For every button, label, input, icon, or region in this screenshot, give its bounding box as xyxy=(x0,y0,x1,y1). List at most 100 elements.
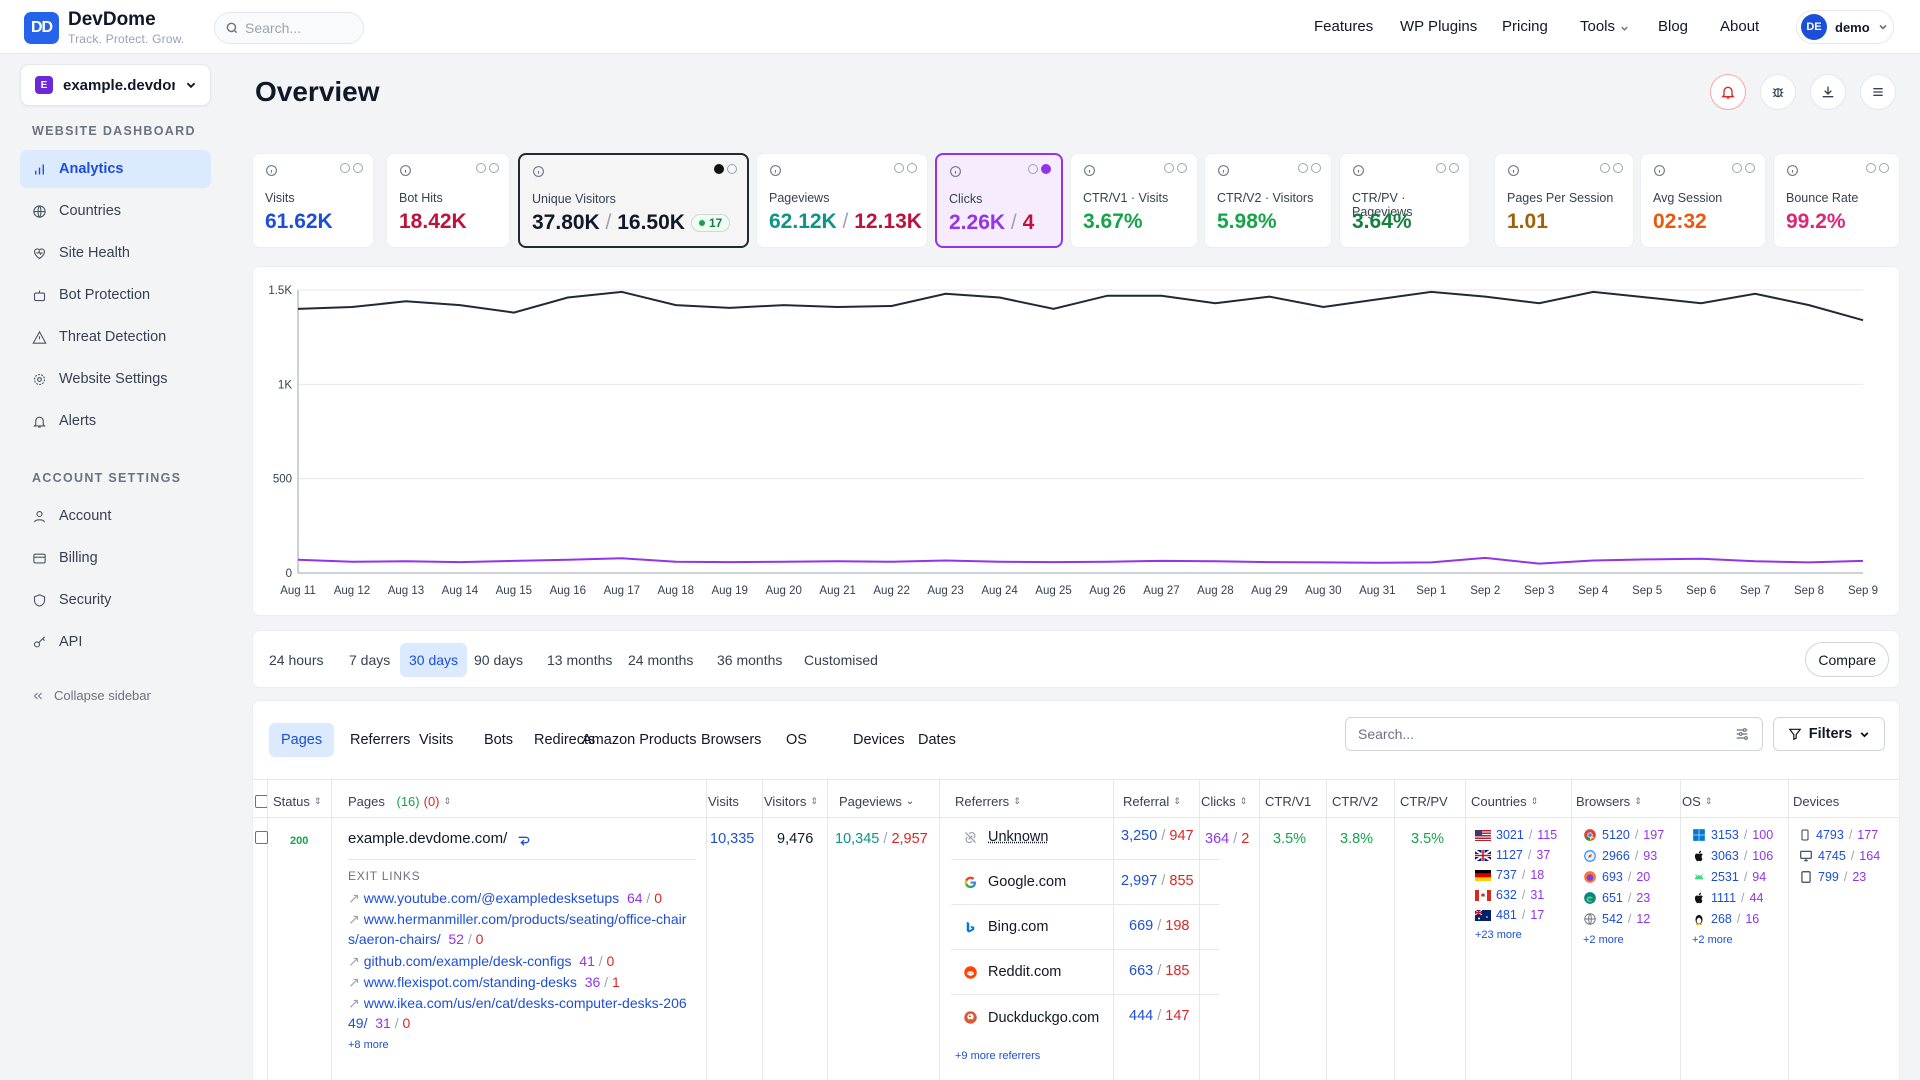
column-header-visits[interactable]: Visits xyxy=(702,783,739,819)
referrers-more[interactable]: +9 more referrers xyxy=(955,1050,1041,1062)
info-icon[interactable] xyxy=(1786,164,1799,177)
tab-os[interactable]: OS xyxy=(786,732,807,748)
global-search-input[interactable] xyxy=(245,20,355,36)
tab-dates[interactable]: Dates xyxy=(918,732,956,748)
countries-row[interactable]: 3021/115 xyxy=(1475,828,1557,842)
tab-visits[interactable]: Visits xyxy=(419,732,454,748)
column-header-ctr-v1[interactable]: CTR/V1 xyxy=(1259,783,1311,819)
column-header-visitors[interactable]: Visitors ⇕ xyxy=(758,783,818,819)
exit-link[interactable]: ↗ www.youtube.com/@exampledesksetups 64 /… xyxy=(348,890,663,906)
info-icon[interactable] xyxy=(949,165,962,178)
referrer-name[interactable]: Google.com xyxy=(988,874,1067,890)
referrer-row[interactable]: Google.com xyxy=(951,860,1219,905)
primary-series-toggle[interactable] xyxy=(1732,163,1742,173)
referrer-name[interactable]: Bing.com xyxy=(988,919,1049,935)
sidebar-item-billing[interactable]: Billing xyxy=(20,539,211,577)
series-toggles[interactable] xyxy=(1732,163,1755,173)
series-toggles[interactable] xyxy=(1164,163,1187,173)
nav-tools[interactable]: Tools xyxy=(1580,18,1616,35)
metric-card-ctr-v2-visitors[interactable]: CTR/V2 · Visitors 5.98% xyxy=(1204,153,1332,248)
secondary-series-toggle[interactable] xyxy=(1311,163,1321,173)
redirect-icon[interactable] xyxy=(516,832,532,848)
column-header-clicks[interactable]: Clicks ⇕ xyxy=(1195,783,1247,819)
tab-devices[interactable]: Devices xyxy=(853,732,905,748)
series-toggles[interactable] xyxy=(1600,163,1623,173)
exit-link-url[interactable]: www.hermanmiller.com/products/seating/of… xyxy=(348,911,687,947)
series-toggles[interactable] xyxy=(1436,163,1459,173)
series-toggles[interactable] xyxy=(894,163,917,173)
column-header-referral[interactable]: Referral ⇕ xyxy=(1117,783,1181,819)
sidebar-item-bot-protection[interactable]: Bot Protection xyxy=(20,276,211,314)
series-toggles[interactable] xyxy=(1298,163,1321,173)
collapse-sidebar-button[interactable]: Collapse sidebar xyxy=(32,688,151,703)
metric-card-pageviews[interactable]: Pageviews 62.12K / 12.13K xyxy=(756,153,928,248)
sidebar-item-site-health[interactable]: Site Health xyxy=(20,234,211,272)
info-icon[interactable] xyxy=(399,164,412,177)
exit-link[interactable]: ↗ www.ikea.com/us/en/cat/desks-computer-d… xyxy=(348,995,687,1031)
row-checkbox[interactable] xyxy=(255,831,268,844)
metric-card-avg-session[interactable]: Avg Session 02:32 xyxy=(1640,153,1766,248)
tab-referrers[interactable]: Referrers xyxy=(350,732,411,748)
info-icon[interactable] xyxy=(532,165,545,178)
primary-series-toggle[interactable] xyxy=(1866,163,1876,173)
column-header-status[interactable]: Status ⇕ xyxy=(267,783,321,819)
column-header-browsers[interactable]: Browsers ⇕ xyxy=(1570,783,1642,819)
browsers-more[interactable]: +2 more xyxy=(1583,934,1624,946)
metric-card-bounce-rate[interactable]: Bounce Rate 99.2% xyxy=(1773,153,1900,248)
browsers-row[interactable]: 693/20 xyxy=(1583,870,1650,884)
os-row[interactable]: 268/16 xyxy=(1692,912,1759,926)
referrer-row[interactable]: Reddit.com xyxy=(951,950,1219,995)
series-toggles[interactable] xyxy=(340,163,363,173)
exit-links-more[interactable]: +8 more xyxy=(348,1039,389,1051)
metric-card-visits[interactable]: Visits 61.62K xyxy=(252,153,374,248)
metric-card-clicks[interactable]: Clicks 2.26K / 4 xyxy=(935,153,1063,248)
tab-redirects[interactable]: Redirects xyxy=(534,732,596,748)
site-selector[interactable]: E example.devdome.com xyxy=(20,64,211,106)
exit-link-url[interactable]: www.flexispot.com/standing-desks xyxy=(363,974,577,990)
info-icon[interactable] xyxy=(1083,164,1096,177)
exit-link[interactable]: ↗ www.flexispot.com/standing-desks 36 / 1 xyxy=(348,974,620,990)
referrer-name[interactable]: Unknown xyxy=(988,829,1049,845)
os-row[interactable]: 3063/106 xyxy=(1692,849,1773,863)
secondary-series-toggle[interactable] xyxy=(1177,163,1187,173)
nav-features[interactable]: Features xyxy=(1314,18,1374,35)
info-icon[interactable] xyxy=(1653,164,1666,177)
series-toggles[interactable] xyxy=(476,163,499,173)
range-option-90-days[interactable]: 90 days xyxy=(474,652,524,668)
countries-row[interactable]: 737/18 xyxy=(1475,868,1544,882)
range-option-30-days[interactable]: 30 days xyxy=(400,643,468,677)
nav-blog[interactable]: Blog xyxy=(1658,18,1689,35)
sidebar-item-account[interactable]: Account xyxy=(20,497,211,535)
tab-pages[interactable]: Pages xyxy=(269,723,335,757)
exit-link-url[interactable]: www.youtube.com/@exampledesksetups xyxy=(363,890,620,906)
column-header-devices[interactable]: Devices xyxy=(1787,783,1839,819)
referrer-name[interactable]: Duckduckgo.com xyxy=(988,1009,1100,1026)
menu-button[interactable] xyxy=(1860,74,1896,110)
devices-row[interactable]: 799/23 xyxy=(1799,870,1866,884)
range-option-13-months[interactable]: 13 months xyxy=(547,652,613,668)
countries-row[interactable]: 1127/37 xyxy=(1475,848,1550,862)
secondary-series-toggle[interactable] xyxy=(727,164,737,174)
info-icon[interactable] xyxy=(769,164,782,177)
primary-series-toggle[interactable] xyxy=(1600,163,1610,173)
referrer-row[interactable]: Bing.com xyxy=(951,905,1219,950)
info-icon[interactable] xyxy=(1352,164,1365,177)
browsers-row[interactable]: 5120/197 xyxy=(1583,828,1664,842)
secondary-series-toggle[interactable] xyxy=(489,163,499,173)
info-icon[interactable] xyxy=(1507,164,1520,177)
table-search[interactable] xyxy=(1345,717,1763,751)
nav-about[interactable]: About xyxy=(1720,18,1760,35)
sidebar-item-analytics[interactable]: Analytics xyxy=(20,150,211,188)
browsers-row[interactable]: 2966/93 xyxy=(1583,849,1657,863)
range-option-7-days[interactable]: 7 days xyxy=(349,652,391,668)
tab-browsers[interactable]: Browsers xyxy=(701,732,762,748)
column-header-ctr-pv[interactable]: CTR/PV xyxy=(1394,783,1448,819)
column-header-referrers[interactable]: Referrers ⇕ xyxy=(949,783,1021,819)
filters-button[interactable]: Filters xyxy=(1773,717,1885,751)
table-search-input[interactable] xyxy=(1358,726,1734,742)
page-link[interactable]: example.devdome.com/ xyxy=(348,830,508,847)
devices-row[interactable]: 4745/164 xyxy=(1799,849,1880,863)
secondary-series-toggle[interactable] xyxy=(353,163,363,173)
secondary-series-toggle[interactable] xyxy=(1879,163,1889,173)
range-option-24-months[interactable]: 24 months xyxy=(628,652,694,668)
